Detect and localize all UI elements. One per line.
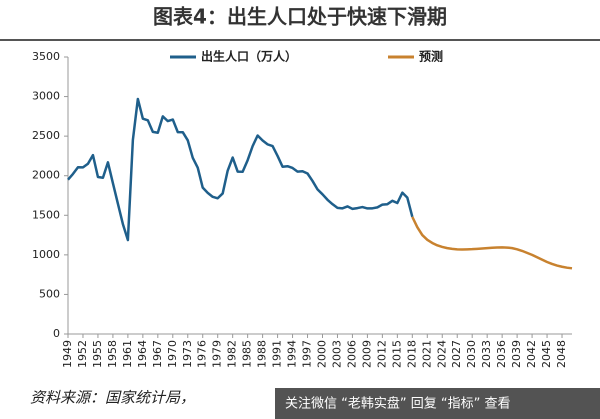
x-tick-label: 2045 — [540, 340, 553, 368]
x-tick-label: 1979 — [211, 340, 224, 368]
x-tick-label: 1970 — [166, 340, 179, 368]
x-tick-label: 2042 — [525, 340, 538, 368]
x-tick-label: 1958 — [106, 340, 119, 368]
y-tick-label: 3000 — [32, 90, 60, 103]
x-tick-label: 1973 — [181, 340, 194, 368]
x-tick-label: 2021 — [420, 340, 433, 368]
x-tick-label: 2018 — [405, 340, 418, 368]
x-tick-label: 1982 — [226, 340, 239, 368]
x-tick-label: 1961 — [121, 340, 134, 368]
chart-title: 图表4：出生人口处于快速下滑期 — [153, 5, 447, 29]
x-tick-label: 2012 — [375, 340, 388, 368]
legend-label: 预测 — [419, 49, 443, 64]
x-tick-label: 2003 — [330, 340, 343, 368]
y-tick-label: 3500 — [32, 50, 60, 63]
legend-label: 出生人口（万人） — [201, 49, 297, 64]
x-tick-label: 1997 — [301, 340, 314, 368]
x-tick-label: 2036 — [495, 340, 508, 368]
x-tick-label: 1985 — [241, 340, 254, 368]
x-tick-label: 1952 — [76, 340, 89, 368]
x-tick-label: 2015 — [390, 340, 403, 368]
y-tick-label: 1500 — [32, 208, 60, 221]
x-tick-label: 2024 — [435, 340, 448, 368]
x-tick-label: 2009 — [360, 340, 373, 368]
x-tick-label: 1994 — [286, 340, 299, 368]
x-tick-label: 2030 — [465, 340, 478, 368]
source-note: 资料来源：国家统计局， — [30, 389, 195, 407]
x-tick-label: 1976 — [196, 340, 209, 368]
overlay-text: 关注微信 “老韩实盘” 回复 “指标” 查看 — [285, 396, 510, 412]
x-tick-label: 1949 — [61, 340, 74, 368]
x-tick-label: 1988 — [256, 340, 269, 368]
y-tick-label: 0 — [53, 327, 60, 340]
y-tick-label: 1000 — [32, 248, 60, 261]
x-tick-label: 2000 — [315, 340, 328, 368]
x-tick-label: 1967 — [151, 340, 164, 368]
x-tick-label: 2039 — [510, 340, 523, 368]
x-tick-label: 2033 — [480, 340, 493, 368]
y-tick-label: 2500 — [32, 129, 60, 142]
x-tick-label: 1955 — [91, 340, 104, 368]
y-tick-label: 500 — [39, 287, 60, 300]
overlay-bar — [275, 388, 600, 419]
series-line — [411, 216, 573, 270]
x-tick-label: 2006 — [345, 340, 358, 368]
y-tick-label: 2000 — [32, 169, 60, 182]
x-tick-label: 2027 — [450, 340, 463, 368]
x-tick-label: 1964 — [136, 340, 149, 368]
x-tick-label: 2048 — [555, 340, 568, 368]
x-tick-label: 1991 — [271, 340, 284, 368]
series-line — [67, 97, 414, 242]
